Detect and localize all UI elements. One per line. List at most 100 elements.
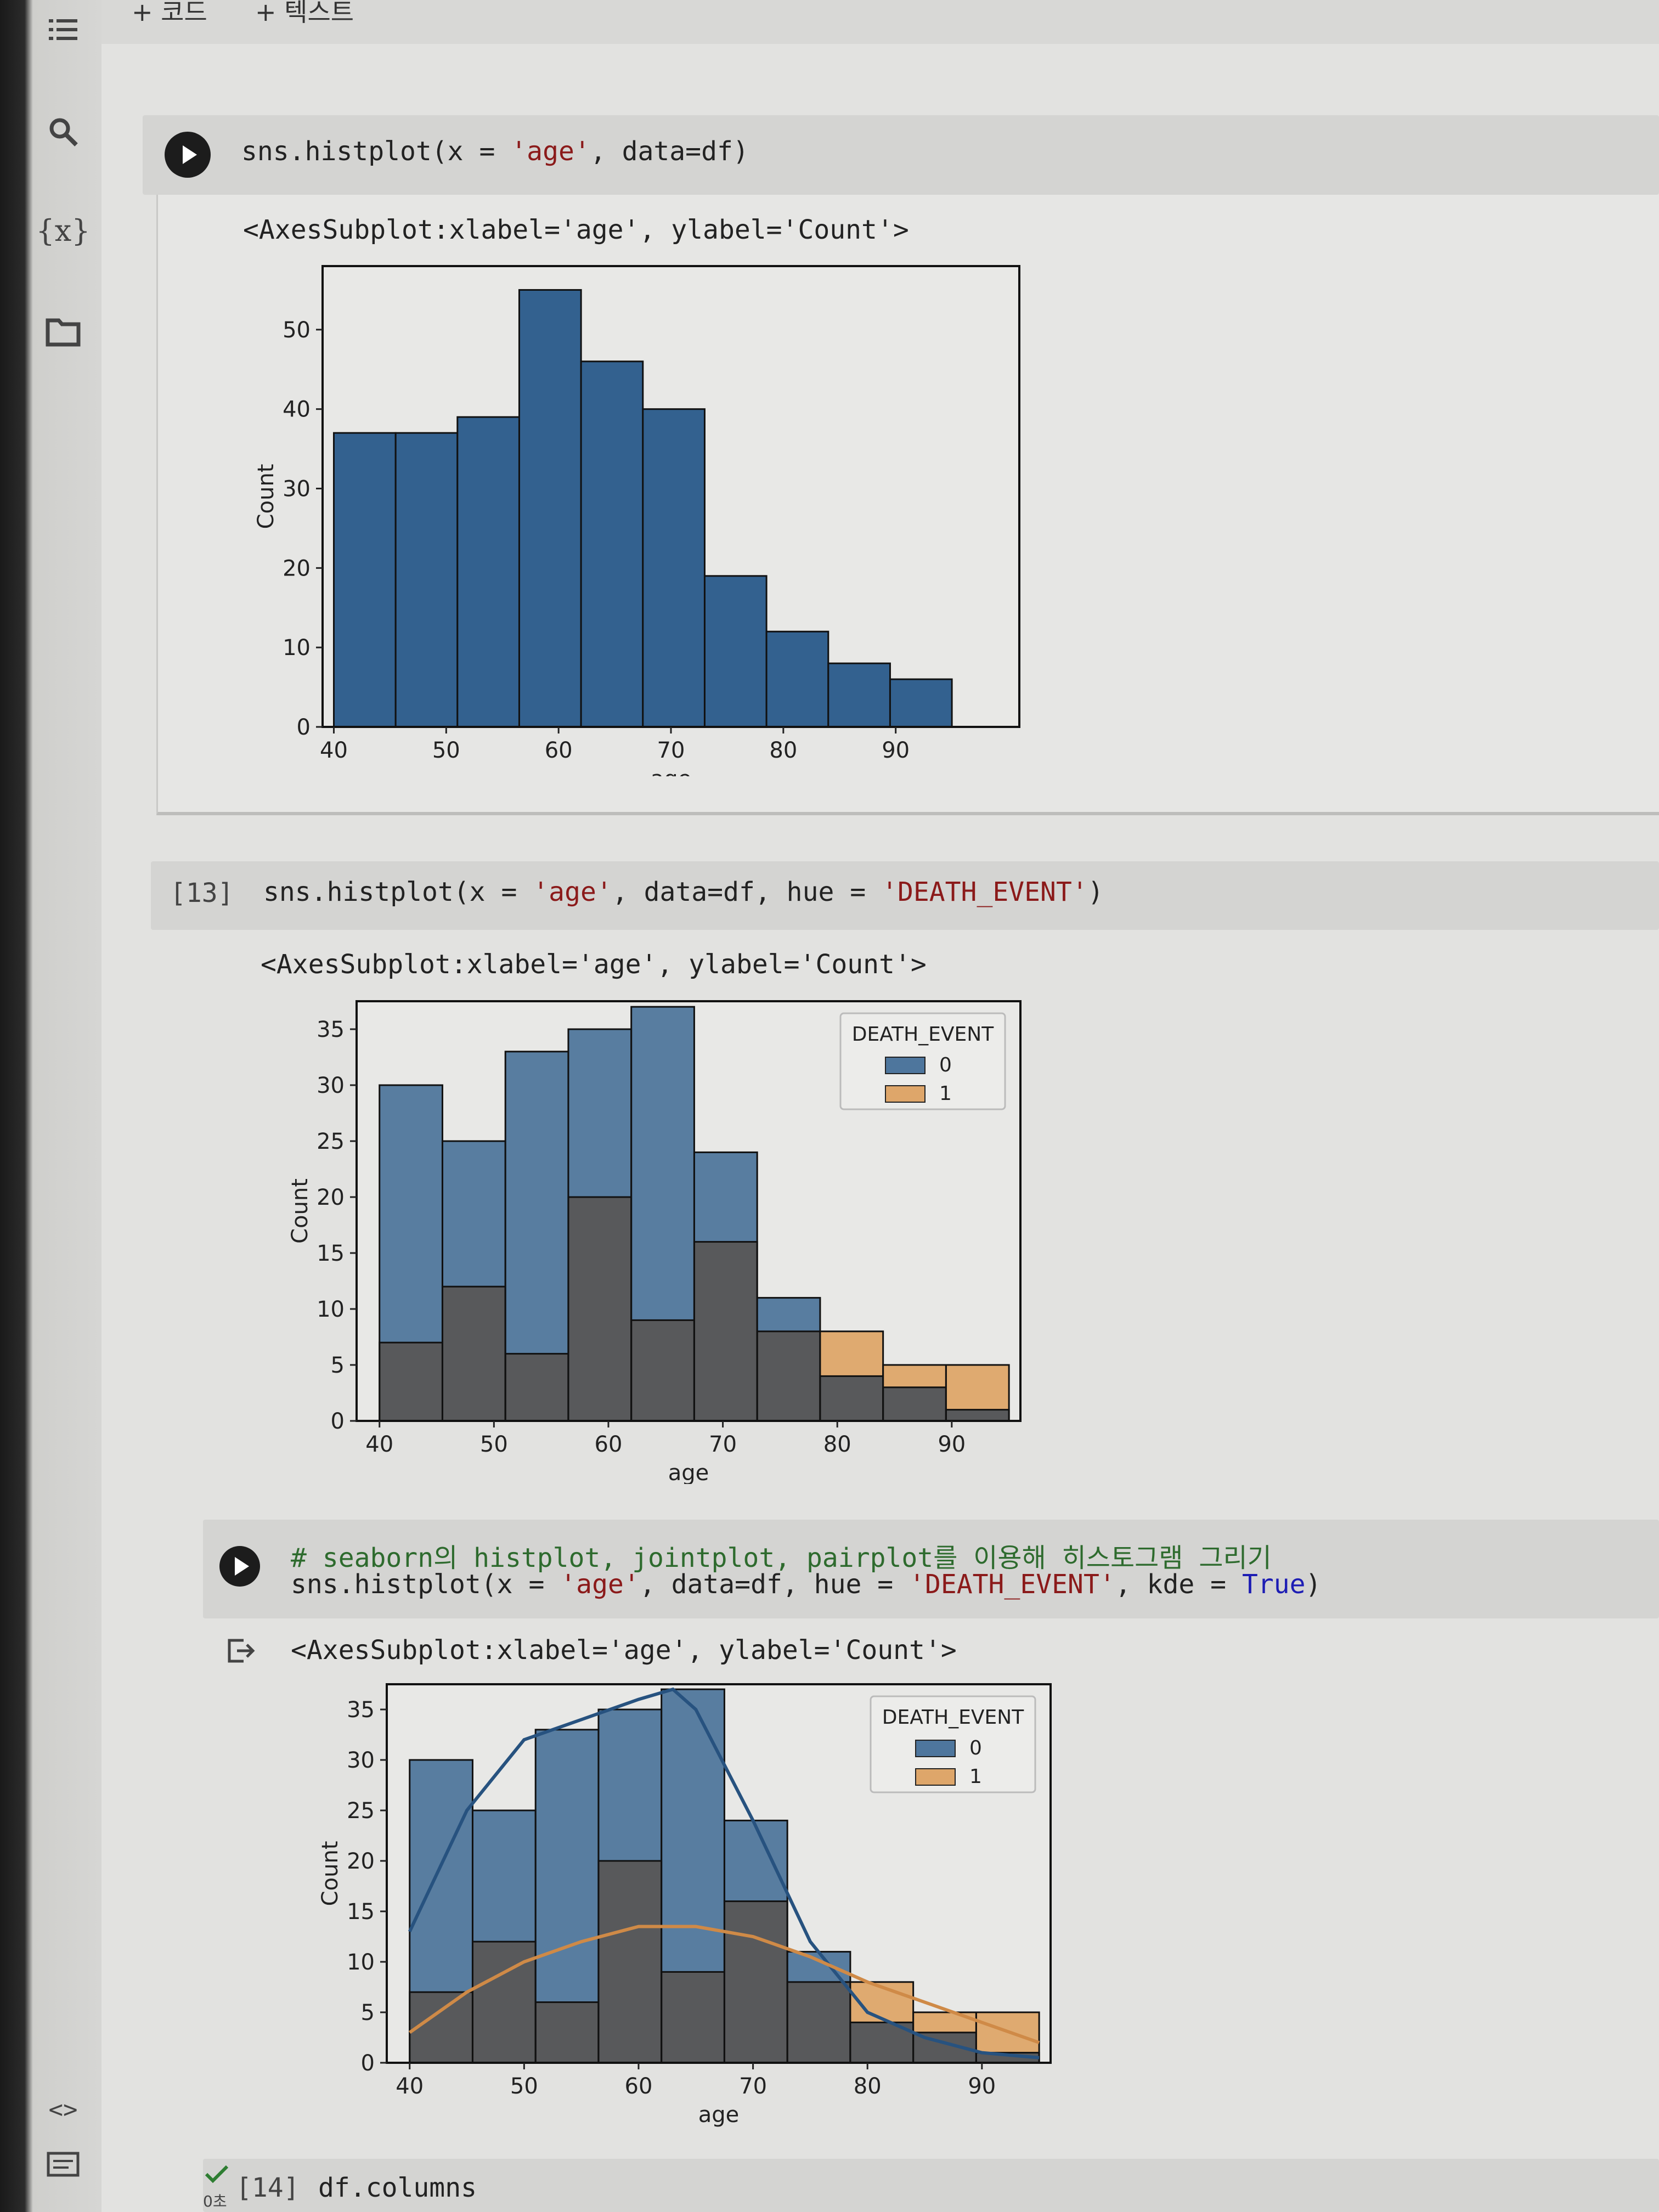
run-cell-button[interactable]	[219, 1546, 260, 1587]
variables-icon[interactable]: {x}	[36, 213, 91, 248]
histogram-bar	[883, 1365, 946, 1387]
search-icon[interactable]	[38, 107, 88, 156]
kde-line	[408, 1925, 1040, 2045]
histogram-bar-overlap	[946, 1409, 1009, 1421]
histogram-bar	[394, 432, 459, 728]
output-repr: <AxesSubplot:xlabel='age', ylabel='Count…	[243, 215, 909, 245]
folder-icon[interactable]	[38, 307, 88, 357]
x-tick-label: 50	[480, 1432, 508, 1457]
code-line[interactable]: sns.histplot(x = 'age', data=df)	[241, 136, 749, 167]
y-tick-label: 5	[331, 1353, 345, 1378]
histogram-bar	[456, 416, 520, 728]
y-tick-label: 30	[347, 1748, 375, 1773]
legend-entry-label: 0	[969, 1737, 982, 1759]
legend-swatch	[885, 1085, 926, 1103]
code-cell: 0초 [14] df.columns	[203, 2159, 1659, 2212]
toolbar: + 코드 + 텍스트	[101, 0, 1659, 46]
histogram-bar	[518, 289, 582, 728]
legend-swatch	[885, 1057, 926, 1074]
list-icon[interactable]	[38, 5, 88, 55]
code-cell: sns.histplot(x = 'age', data=df) <AxesSu…	[143, 115, 1659, 889]
histogram-bar-overlap	[535, 2002, 599, 2063]
histogram-bar	[765, 630, 830, 728]
terminal-icon[interactable]	[38, 2140, 88, 2189]
code-line[interactable]: sns.histplot(x = 'age', data=df, hue = '…	[291, 1569, 1322, 1600]
x-tick-label: 40	[365, 1432, 393, 1457]
code-editor[interactable]	[203, 1520, 1659, 1618]
histogram-bar	[332, 432, 397, 728]
y-tick-label: 20	[347, 1849, 375, 1874]
histogram-bar-overlap	[787, 1982, 850, 2063]
add-code-button[interactable]: + 코드	[132, 0, 207, 27]
histogram-bar	[598, 1709, 662, 1861]
legend-entry-label: 0	[939, 1054, 952, 1076]
output-repr: <AxesSubplot:xlabel='age', ylabel='Count…	[261, 949, 927, 980]
legend-title: DEATH_EVENT	[882, 1706, 1024, 1729]
x-tick-label: 40	[320, 738, 348, 763]
x-tick-label: 60	[625, 2074, 653, 2099]
x-tick-label: 40	[396, 2074, 424, 2099]
x-tick-label: 70	[739, 2074, 767, 2099]
y-tick-label: 10	[347, 1950, 375, 1975]
legend-swatch	[915, 1768, 956, 1786]
code-editor[interactable]	[203, 2159, 1659, 2212]
histogram-bar	[580, 360, 644, 728]
x-tick-label: 50	[510, 2074, 538, 2099]
histogram-bar	[889, 678, 953, 728]
y-tick-label: 30	[283, 477, 311, 502]
code-snippets-icon[interactable]: <>	[48, 2095, 78, 2124]
code-cell: [13] sns.histplot(x = 'age', data=df, hu…	[151, 861, 1659, 1520]
y-tick-label: 25	[347, 1798, 375, 1824]
y-tick-label: 10	[317, 1297, 345, 1322]
y-tick-label: 10	[283, 635, 311, 661]
legend-entry-label: 1	[939, 1082, 952, 1105]
code-cell: # seaborn의 histplot, jointplot, pairplot…	[203, 1520, 1659, 2178]
histogram-bar	[535, 1729, 599, 2002]
histogram-bar	[703, 575, 768, 728]
x-axis-label: age	[698, 2102, 740, 2128]
histogram-bar	[694, 1152, 758, 1242]
kde-line	[408, 1687, 1040, 2059]
y-tick-label: 35	[317, 1017, 345, 1042]
histogram-bar	[568, 1029, 631, 1197]
run-cell-button[interactable]	[165, 132, 211, 178]
left-sidebar: {x} <>	[0, 0, 101, 2212]
histogram-bar-overlap	[661, 1972, 725, 2063]
histogram-bar-overlap	[724, 1901, 788, 2063]
execution-time: 0초	[203, 2192, 227, 2210]
x-tick-label: 90	[938, 1432, 966, 1457]
code-line[interactable]: df.columns	[318, 2172, 477, 2203]
histogram-bar-overlap	[442, 1286, 506, 1421]
code-comment[interactable]: # seaborn의 histplot, jointplot, pairplot…	[291, 1543, 1272, 1573]
code-editor[interactable]	[143, 115, 1659, 195]
legend-swatch	[915, 1740, 956, 1757]
histogram-bar	[409, 1760, 473, 1993]
y-tick-label: 15	[317, 1241, 345, 1266]
code-editor[interactable]	[151, 861, 1659, 930]
histogram-bar-overlap	[598, 1861, 662, 2063]
histogram-bar-overlap	[757, 1331, 820, 1421]
histogram-bar-overlap	[568, 1197, 631, 1421]
y-tick-label: 0	[361, 2051, 375, 2076]
code-line[interactable]: sns.histplot(x = 'age', data=df, hue = '…	[263, 877, 1104, 907]
cell-output: <AxesSubplot:xlabel='age', ylabel='Count…	[156, 195, 1659, 815]
y-tick-label: 20	[317, 1185, 345, 1210]
x-tick-label: 90	[968, 2074, 996, 2099]
x-tick-label: 70	[657, 738, 685, 763]
x-tick-label: 70	[709, 1432, 737, 1457]
histogram-bar-overlap	[820, 1376, 883, 1421]
output-repr: <AxesSubplot:xlabel='age', ylabel='Count…	[291, 1635, 957, 1666]
histogram-bar-overlap	[505, 1353, 568, 1421]
histogram-bar-overlap	[631, 1320, 695, 1421]
x-tick-label: 50	[432, 738, 460, 763]
x-tick-label: 60	[545, 738, 573, 763]
histogram-age-by-death-event: 40 50 60 70 80 9005101520253035ageCountDEATH_…	[287, 1000, 1022, 1484]
x-tick-label: 80	[769, 738, 797, 763]
histogram-age-kde: 40 50 60 70 80 9005101520253035ageCountDEATH_…	[318, 1683, 1052, 2128]
x-axis-label: age	[668, 1460, 709, 1484]
y-tick-label: 30	[317, 1073, 345, 1098]
add-text-button[interactable]: + 텍스트	[255, 0, 354, 27]
histogram-bar	[724, 1820, 788, 1901]
output-actions-icon[interactable]	[225, 1635, 256, 1666]
x-tick-label: 80	[823, 1432, 851, 1457]
